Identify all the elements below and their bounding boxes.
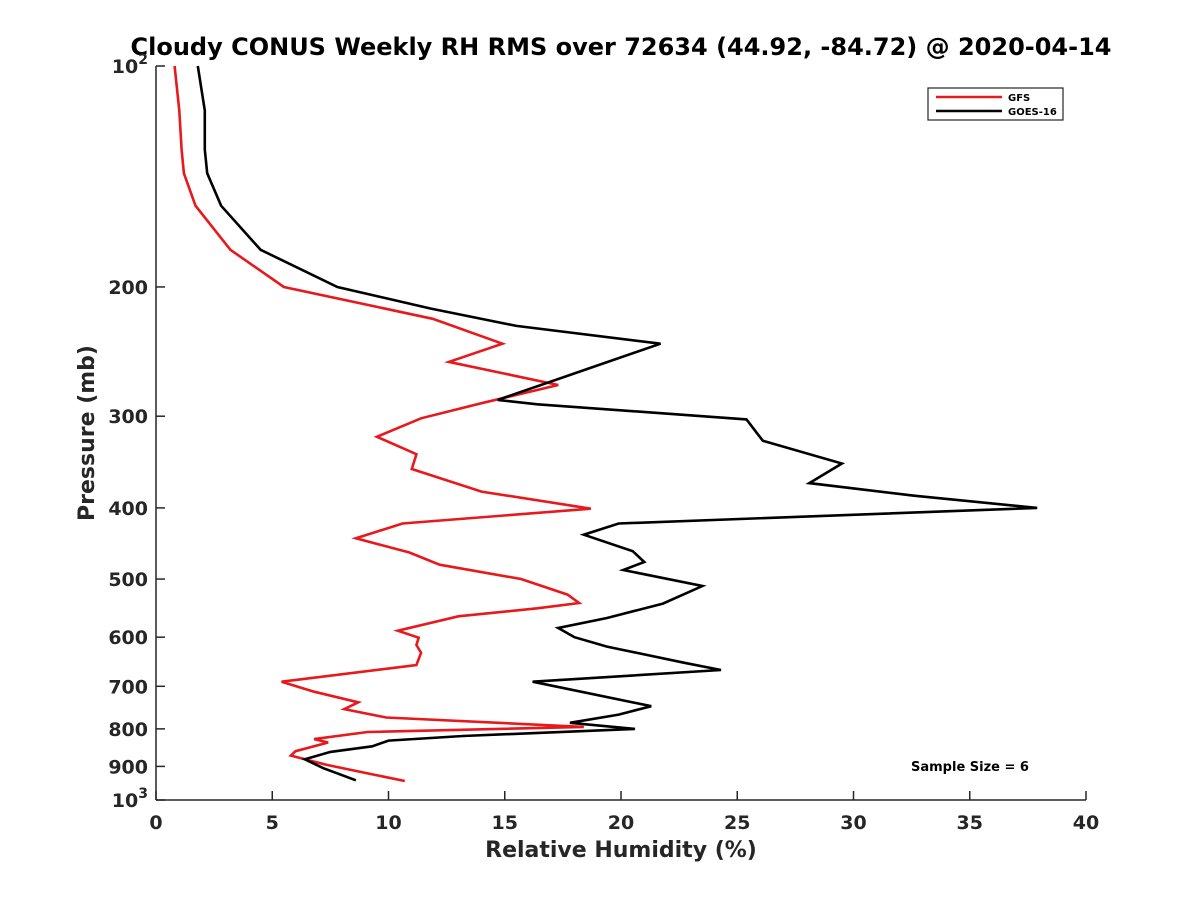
- series-line-gfs: [173, 65, 592, 783]
- plot-area: 0 5 10 15 20 25 30 35 40 102 200 300 400 500 600 700 80…: [108, 52, 1099, 834]
- y-tick-label: 900: [108, 756, 148, 778]
- x-ticks: 0 5 10 15 20 25 30 35 40: [149, 791, 1099, 834]
- x-tick-label: 30: [840, 812, 866, 834]
- y-tick-label: 200: [108, 277, 148, 299]
- x-tick-label: 40: [1073, 812, 1099, 834]
- sample-size-annotation: Sample Size = 6: [911, 760, 1029, 775]
- y-tick-label: 102: [112, 52, 148, 78]
- legend: GFS GOES-16: [927, 87, 1064, 121]
- x-tick-label: 5: [266, 812, 279, 834]
- y-tick-label: 103: [112, 786, 148, 812]
- x-tick-label: 0: [149, 812, 162, 834]
- y-ticks: 102 200 300 400 500 600 700 800 900 103: [108, 52, 165, 812]
- y-axis-label: Pressure (mb): [75, 345, 100, 521]
- y-tick-label: 300: [108, 406, 148, 428]
- x-tick-label: 35: [957, 812, 983, 834]
- y-tick-label: 500: [108, 569, 148, 591]
- y-tick-label: 800: [108, 719, 148, 741]
- x-tick-label: 15: [492, 812, 518, 834]
- x-tick-label: 25: [724, 812, 750, 834]
- legend-label-gfs: GFS: [1008, 93, 1030, 104]
- x-axis-label: Relative Humidity (%): [485, 838, 757, 863]
- x-tick-label: 20: [608, 812, 634, 834]
- y-tick-label: 700: [108, 676, 148, 698]
- x-tick-label: 10: [375, 812, 401, 834]
- series-lines: [173, 65, 1038, 783]
- legend-box: [927, 87, 1064, 121]
- y-tick-label: 400: [108, 498, 148, 520]
- y-tick-label: 600: [108, 627, 148, 649]
- series-line-goes-16: [196, 65, 1038, 782]
- legend-label-goes16: GOES-16: [1008, 107, 1057, 118]
- chart-title: Cloudy CONUS Weekly RH RMS over 72634 (4…: [131, 33, 1112, 61]
